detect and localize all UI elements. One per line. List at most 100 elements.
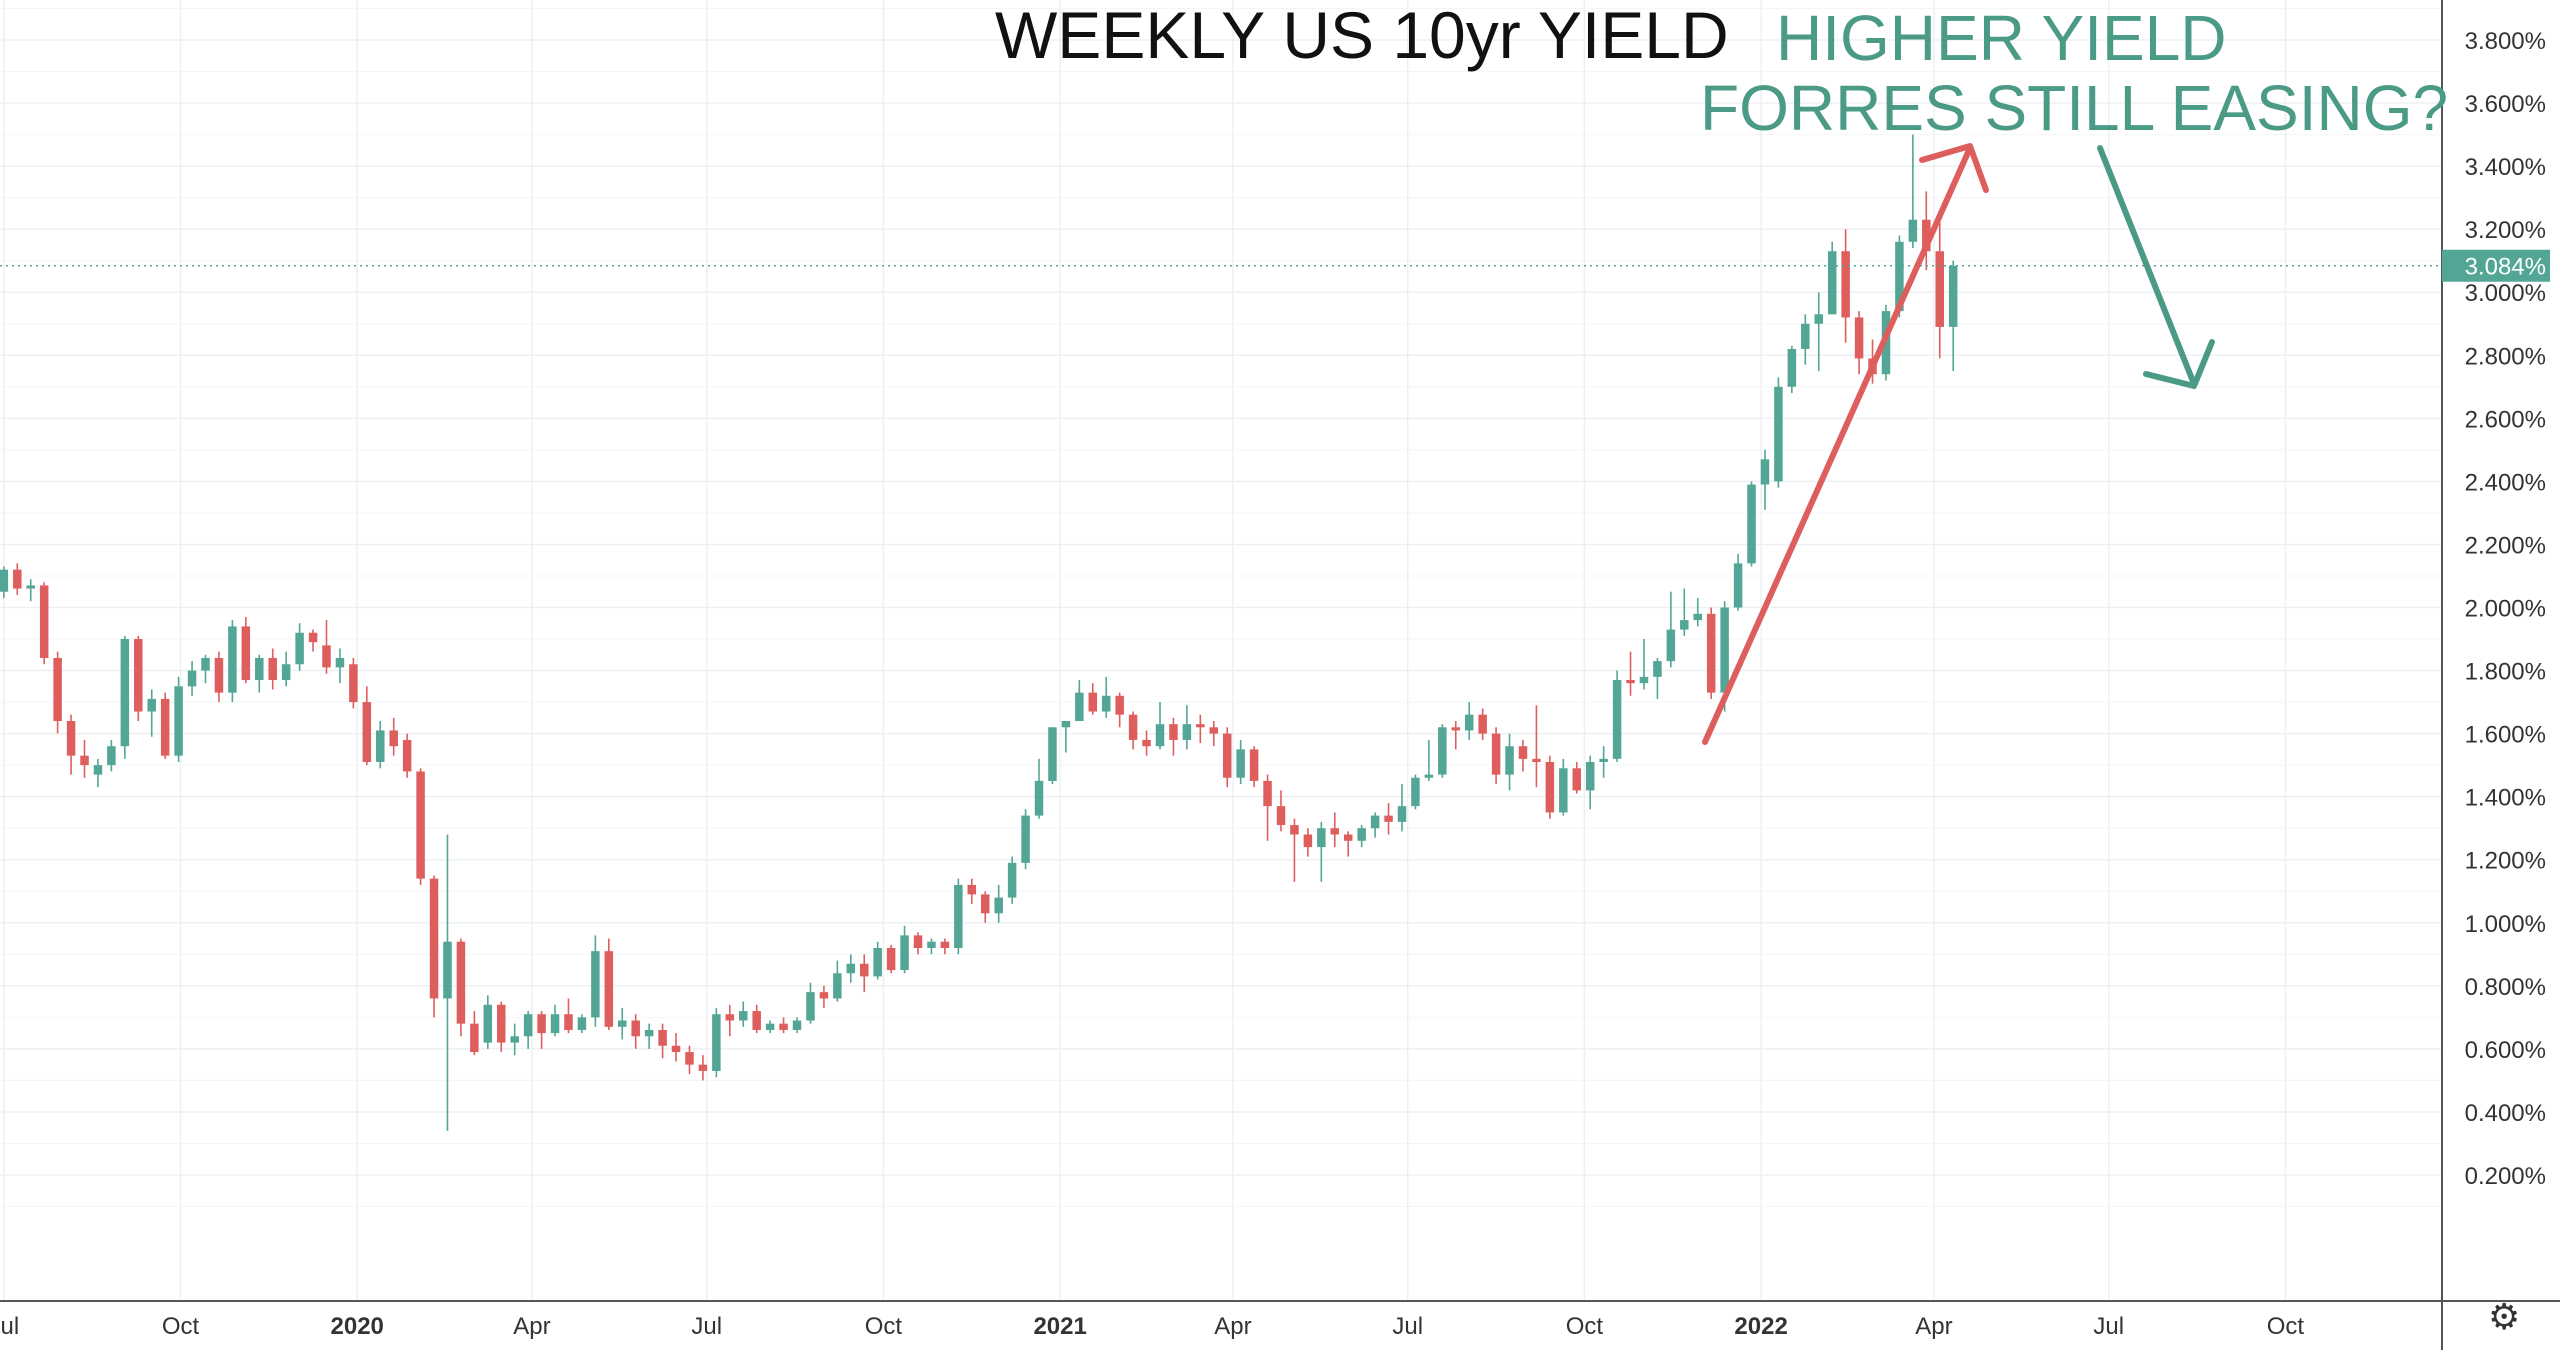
candle-body bbox=[886, 948, 896, 971]
y-tick-label: 2.800% bbox=[2465, 343, 2546, 370]
candle-body bbox=[429, 878, 439, 999]
candle-body bbox=[1626, 680, 1635, 684]
candle-body bbox=[523, 1014, 533, 1037]
candle-body bbox=[631, 1020, 640, 1037]
candle-body bbox=[1048, 727, 1057, 781]
y-tick-label: 1.000% bbox=[2465, 911, 2546, 938]
candle-body bbox=[1801, 323, 1810, 349]
x-tick-label: 2022 bbox=[1734, 1313, 1787, 1340]
candle-body bbox=[0, 569, 9, 592]
candle-body bbox=[349, 664, 358, 703]
candle-body bbox=[1464, 714, 1474, 731]
candle-body bbox=[927, 941, 936, 948]
y-tick-label: 3.200% bbox=[2465, 217, 2546, 244]
candles bbox=[0, 134, 1958, 1131]
y-tick-label: 0.400% bbox=[2465, 1100, 2546, 1127]
x-tick-label: Jul bbox=[691, 1313, 722, 1340]
candle-body bbox=[1034, 780, 1044, 816]
candle-body bbox=[1438, 727, 1447, 775]
x-tick-label: Apr bbox=[1915, 1313, 1952, 1340]
candle-body bbox=[819, 992, 829, 999]
candle-body bbox=[1263, 780, 1272, 807]
candle-body bbox=[510, 1036, 519, 1043]
candle-body bbox=[658, 1029, 667, 1046]
candle-body bbox=[1585, 761, 1595, 791]
candle-body bbox=[1478, 714, 1487, 734]
candle-body bbox=[1128, 714, 1138, 740]
candle-body bbox=[1276, 806, 1286, 826]
candle-body bbox=[685, 1052, 694, 1065]
grid bbox=[0, 0, 2441, 1300]
y-tick-label: 3.600% bbox=[2465, 91, 2546, 118]
candle-body bbox=[1948, 265, 1958, 327]
candle-body bbox=[13, 569, 22, 589]
candle-body bbox=[577, 1017, 587, 1030]
candle-body bbox=[335, 657, 345, 668]
candle-body bbox=[456, 941, 466, 1024]
candle-body bbox=[537, 1014, 546, 1034]
candle-body bbox=[1384, 815, 1393, 822]
candle-body bbox=[900, 935, 909, 971]
y-tick-label: 0.800% bbox=[2465, 974, 2546, 1001]
candle-body bbox=[752, 1011, 761, 1030]
x-tick-label: Oct bbox=[2267, 1313, 2305, 1340]
candle-body bbox=[402, 739, 412, 772]
candle-body bbox=[1397, 806, 1407, 822]
candle-body bbox=[1545, 761, 1555, 813]
annotation-forres-easing: FORRES STILL EASING? bbox=[1700, 72, 2449, 144]
candle-body bbox=[1787, 348, 1797, 387]
candle-body bbox=[940, 941, 950, 948]
candle-body bbox=[241, 626, 251, 681]
up-arrow-head bbox=[1919, 143, 1989, 193]
candle-body bbox=[698, 1064, 708, 1071]
candle-body bbox=[1222, 733, 1232, 778]
candle-body bbox=[322, 645, 331, 668]
candle-body bbox=[1854, 317, 1864, 359]
candle-body bbox=[1760, 459, 1770, 485]
candle-body bbox=[268, 657, 277, 681]
candle-body bbox=[1357, 828, 1366, 841]
y-tick-label: 0.200% bbox=[2465, 1163, 2546, 1190]
candle-body bbox=[1155, 724, 1165, 747]
candle-body bbox=[1209, 727, 1219, 734]
candle-body bbox=[604, 951, 614, 1027]
candle-body bbox=[738, 1011, 748, 1021]
candle-body bbox=[994, 897, 1003, 914]
candle-body bbox=[1733, 563, 1743, 608]
candle-body bbox=[859, 963, 869, 977]
candle-body bbox=[308, 632, 318, 643]
candle-body bbox=[1182, 724, 1192, 740]
candle-body bbox=[1693, 613, 1703, 621]
candle-body bbox=[1424, 774, 1434, 778]
candle-body bbox=[389, 730, 398, 747]
candle-body bbox=[187, 670, 197, 687]
candle-body bbox=[1169, 724, 1178, 740]
x-tick-label: Oct bbox=[162, 1313, 200, 1340]
y-tick-label: 2.200% bbox=[2465, 532, 2546, 559]
y-tick-label: 3.000% bbox=[2465, 280, 2546, 307]
candle-body bbox=[134, 639, 143, 712]
candle-body bbox=[107, 746, 116, 766]
down-arrow-shaft bbox=[2097, 145, 2197, 387]
candle-body bbox=[1680, 620, 1689, 630]
candle-body bbox=[53, 657, 62, 721]
gear-icon[interactable]: ⚙ bbox=[2488, 1297, 2521, 1338]
last-value-label: 3.084% bbox=[2465, 254, 2546, 281]
candle-body bbox=[1653, 661, 1662, 677]
candle-body bbox=[160, 698, 170, 756]
candle-body bbox=[1518, 746, 1528, 759]
candle-body bbox=[1290, 825, 1299, 835]
candle-body bbox=[550, 1014, 560, 1034]
x-tick-label: Jul bbox=[2093, 1313, 2124, 1340]
candle-body bbox=[1021, 815, 1030, 863]
up-arrow-shaft bbox=[1702, 145, 1973, 745]
x-tick-label: Apr bbox=[1214, 1313, 1251, 1340]
x-tick-label: Jul bbox=[1392, 1313, 1423, 1340]
candle-body bbox=[1895, 241, 1904, 312]
candle-body bbox=[1599, 758, 1608, 762]
candle-body bbox=[1720, 607, 1729, 693]
y-tick-label: 2.600% bbox=[2465, 406, 2546, 433]
x-tick-label: Apr bbox=[513, 1313, 550, 1340]
x-tick-label: Oct bbox=[1566, 1313, 1604, 1340]
